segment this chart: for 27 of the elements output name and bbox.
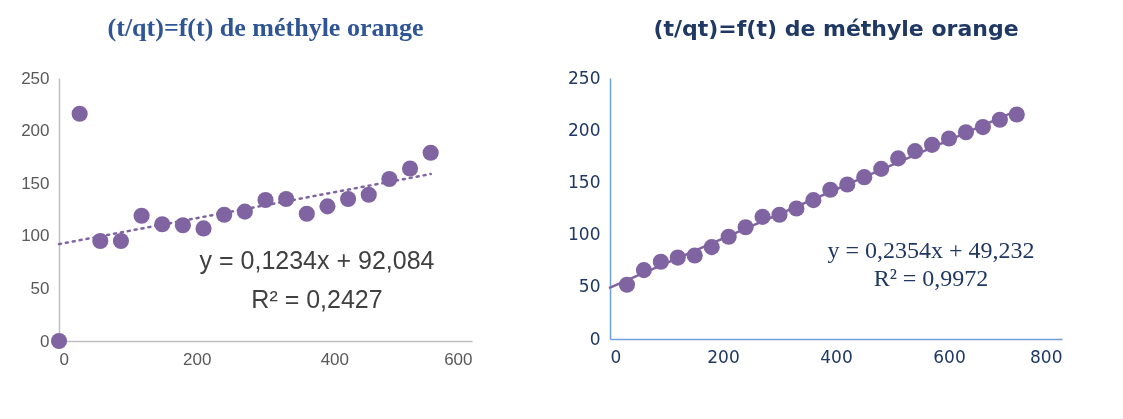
chart-title: (t/qt)=f(t) de méthyle orange [653,16,1019,41]
y-tick-label: 200 [21,121,50,141]
x-tick-label: 600 [933,346,966,367]
x-tick-label: 200 [182,349,212,369]
annotation: R² = 0,2427 [251,285,383,313]
y-tick-label: 100 [21,226,50,246]
y-tick-label: 50 [578,276,601,297]
annotation: y = 0,1234x + 92,084 [199,246,435,274]
y-tick-label: 150 [21,173,50,193]
y-tick-label: 250 [21,68,50,88]
x-tick-label: 0 [59,349,69,369]
annotation: R² = 0,9972 [873,265,989,291]
y-tick-label: 0 [589,328,601,349]
x-tick-label: 600 [444,349,473,369]
y-tick-label: 150 [568,171,601,192]
y-tick-label: 200 [568,119,601,140]
x-tick-label: 400 [320,349,350,369]
y-tick-label: 50 [30,278,50,298]
y-tick-label: 250 [568,67,601,88]
y-tick-label: 100 [568,224,601,245]
annotation: y = 0,2354x + 49,232 [827,237,1035,263]
chart-title: (t/qt)=f(t) de méthyle orange [107,13,424,42]
x-tick-label: 200 [707,346,740,367]
x-tick-label: 800 [1030,346,1063,367]
y-tick-label: 0 [40,331,50,351]
x-tick-label: 400 [820,346,853,367]
x-tick-label: 0 [610,346,622,367]
